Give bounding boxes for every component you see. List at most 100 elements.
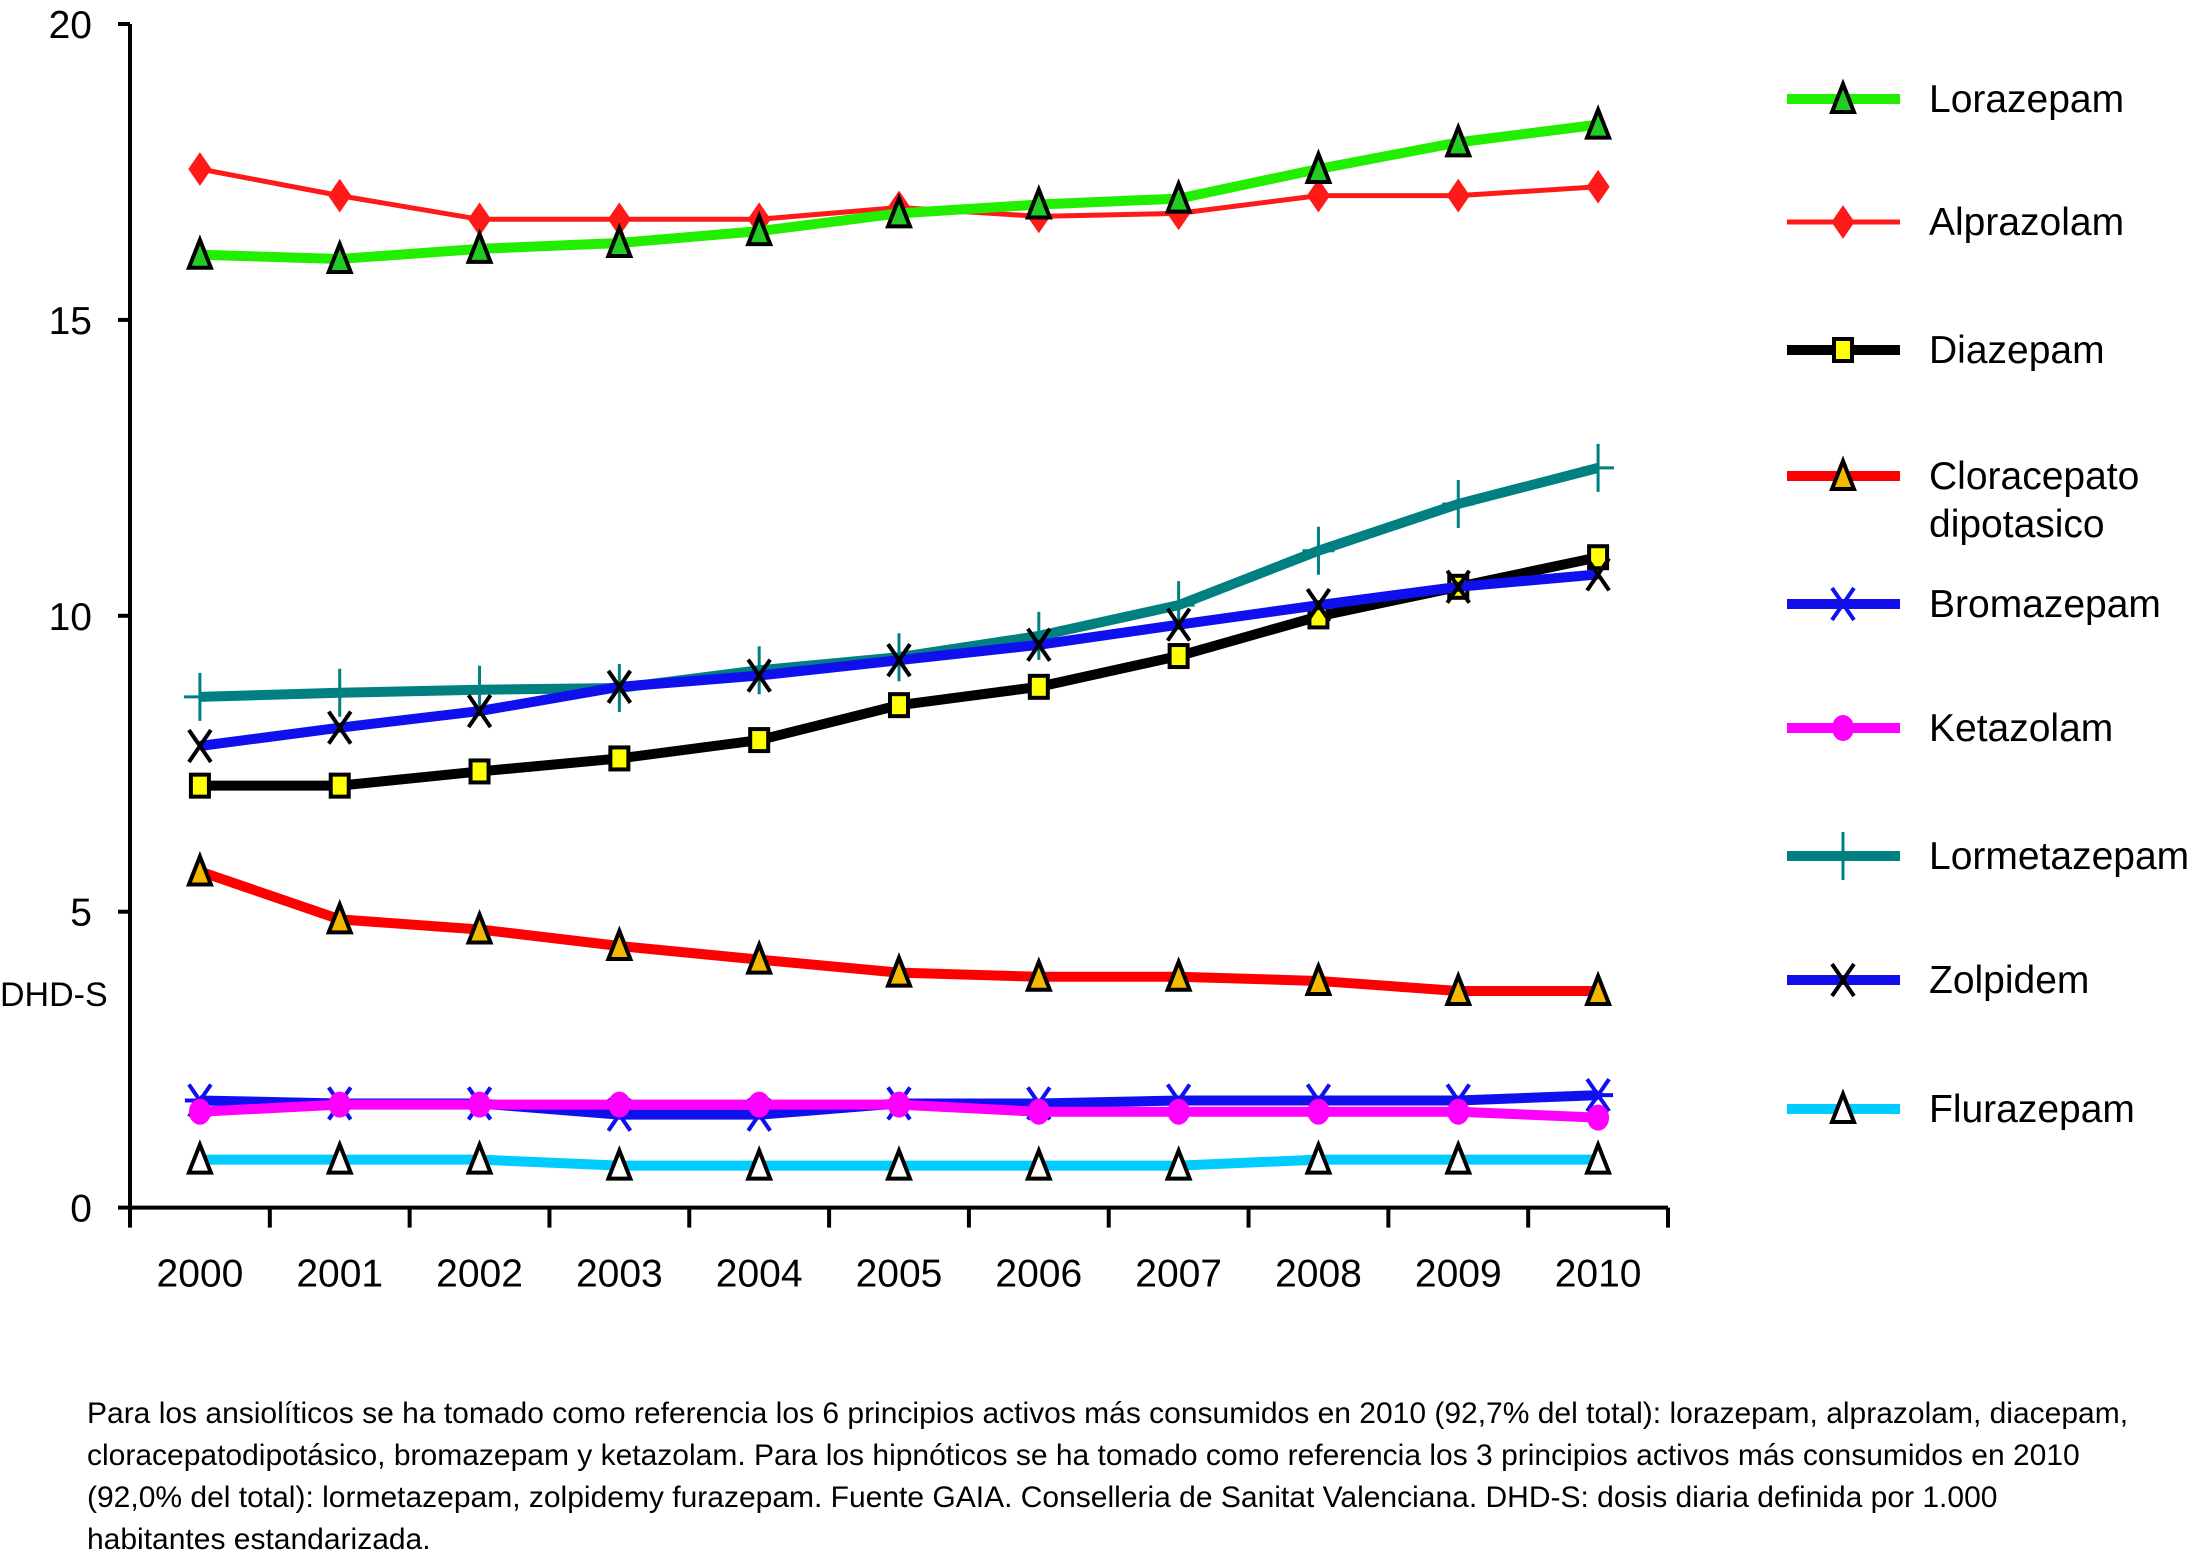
triangle-marker (745, 1145, 774, 1181)
diamond-marker (1831, 205, 1855, 239)
x-marker (886, 643, 912, 678)
square-marker (1832, 337, 1854, 363)
triangle-marker (1444, 121, 1473, 158)
circle-marker (888, 1091, 910, 1118)
legend-item: Lorazepam (1787, 78, 2124, 121)
plus-marker (1022, 611, 1055, 660)
triangle-marker (1024, 956, 1053, 992)
x-marker (1830, 962, 1856, 998)
triangle-marker (325, 238, 354, 274)
legend-item: Bromazepam (1787, 583, 2161, 626)
square-marker (188, 772, 211, 799)
triangle-marker (1304, 960, 1333, 996)
triangle-marker (1829, 1088, 1857, 1124)
series-zolpidem (187, 557, 1611, 764)
triangle-marker (465, 1139, 494, 1175)
x-marker (1165, 607, 1192, 642)
series-cloracepato-dipotasico (185, 850, 1613, 1007)
legend-item: Cloracepato dipotasico (1787, 455, 2139, 546)
x-tick-label: 2000 (157, 1253, 244, 1296)
line-chart: 0 5 10 15 20 2000 2001 2002 2003 2004 2005 2006 2007… (0, 4, 2189, 1296)
legend-label: Bromazepam (1929, 583, 2161, 626)
x-tick-label: 2005 (856, 1253, 943, 1296)
plus-marker (1582, 443, 1615, 492)
x-marker (466, 693, 493, 729)
series-lormetazepam (183, 443, 1615, 721)
x-marker (1585, 557, 1611, 592)
triangle-marker (605, 925, 634, 962)
legend-item: Alprazolam (1787, 201, 2124, 244)
square-marker (1167, 643, 1190, 670)
triangle-marker (1304, 148, 1333, 184)
triangle-marker (1829, 455, 1857, 491)
triangle-marker (1584, 970, 1613, 1007)
x-marker (606, 669, 633, 704)
legend-label: Diazepam (1929, 329, 2105, 372)
legend-item: Lormetazepam (1787, 832, 2189, 880)
circle-marker (328, 1091, 351, 1118)
triangle-marker (1024, 184, 1053, 220)
x-marker (746, 658, 772, 693)
circle-marker (1587, 1104, 1610, 1131)
diamond-marker (1446, 178, 1470, 213)
triangle-marker (885, 192, 913, 229)
legend-label: Flurazepam (1929, 1088, 2135, 1131)
y-axis-label: DHD-S (0, 976, 108, 1014)
y-tick-label: 15 (49, 300, 92, 343)
x-tick-label: 2002 (436, 1253, 523, 1296)
y-tick-label: 10 (49, 596, 92, 639)
circle-marker (608, 1091, 631, 1118)
series-lorazepam (185, 104, 1613, 274)
plus-marker (323, 668, 356, 717)
diamond-marker (1306, 178, 1331, 213)
x-marker (187, 728, 213, 764)
triangle-marker (1829, 78, 1857, 114)
triangle-marker (465, 228, 494, 264)
circle-marker (188, 1098, 211, 1125)
x-tick-label: 2010 (1555, 1253, 1642, 1296)
circle-marker (1167, 1098, 1190, 1125)
x-marker (1445, 569, 1471, 604)
triangle-marker (1164, 178, 1193, 214)
square-marker (468, 758, 491, 785)
triangle-marker (185, 1139, 214, 1175)
triangle-marker (1164, 1145, 1193, 1181)
circle-marker (1027, 1098, 1050, 1125)
y-tick-label: 20 (49, 4, 92, 47)
circle-marker (1832, 715, 1854, 741)
legend-item: Zolpidem (1787, 959, 2089, 1002)
x-tick-label: 2007 (1135, 1253, 1222, 1296)
triangle-marker (1164, 956, 1193, 992)
y-tick-label: 5 (70, 892, 92, 935)
x-tick-label: 2009 (1415, 1253, 1502, 1296)
square-marker (608, 745, 631, 772)
plus-marker (1302, 526, 1335, 575)
plus-marker (463, 665, 496, 714)
asterisk-marker (1828, 586, 1858, 622)
triangle-marker (605, 222, 634, 258)
triangle-marker (1024, 1145, 1053, 1181)
triangle-marker (325, 1139, 354, 1175)
x-marker (327, 710, 353, 745)
triangle-marker (185, 234, 214, 270)
legend-label: Ketazolam (1929, 707, 2113, 750)
triangle-marker (885, 952, 913, 988)
square-marker (1587, 544, 1610, 571)
plus-marker (1442, 479, 1475, 528)
x-tick-label: 2003 (576, 1253, 663, 1296)
x-tick-label: 2004 (716, 1253, 803, 1296)
legend-label: Alprazolam (1929, 201, 2124, 244)
legend-label: Zolpidem (1929, 959, 2089, 1002)
y-tick-label: 0 (70, 1188, 92, 1231)
x-marker (1305, 588, 1332, 623)
legend-item: Flurazepam (1787, 1088, 2135, 1131)
footnote: Para los ansiolíticos se ha tomado como … (87, 1397, 2129, 1556)
triangle-marker (325, 898, 354, 935)
square-marker (748, 727, 771, 754)
triangle-marker (1444, 1139, 1473, 1175)
triangle-marker (465, 908, 494, 945)
triangle-marker (1584, 1139, 1613, 1175)
triangle-marker (745, 210, 774, 247)
triangle-marker (1304, 1139, 1333, 1175)
legend-label: dipotasico (1929, 503, 2105, 546)
